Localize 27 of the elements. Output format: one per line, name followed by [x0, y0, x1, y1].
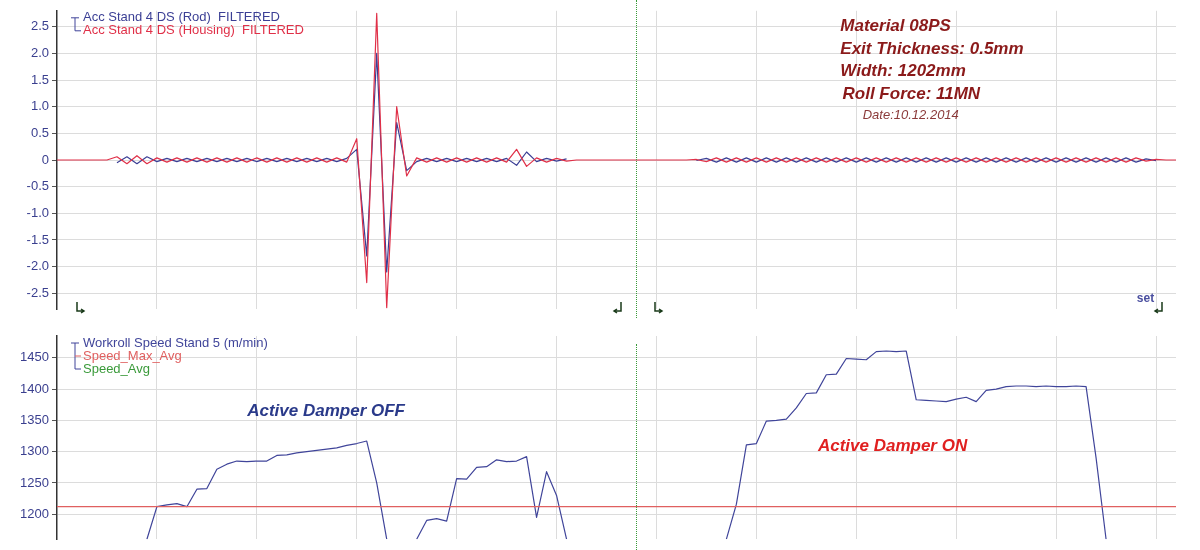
annotation: Date:10.12.2014 — [862, 107, 959, 123]
y-tick-label: -0.5 — [26, 178, 49, 194]
y-tick-label: 1450 — [20, 349, 49, 365]
annotation: Material 08PS — [840, 16, 952, 36]
annotation: Roll Force: 11MN — [842, 83, 981, 103]
annotation: set — [1136, 291, 1155, 306]
y-tick-label: 0.5 — [30, 124, 49, 140]
y-tick-label: -1.0 — [26, 204, 49, 220]
y-tick-label: 2.0 — [30, 45, 49, 61]
legend-label: Acc Stand 4 DS (Rod) FILTERED — [83, 9, 280, 25]
y-tick-label: 1350 — [20, 411, 49, 427]
y-tick-label: 0 — [41, 151, 49, 167]
y-tick-label: 1300 — [20, 443, 49, 459]
annotation: Exit Thickness: 0.5mm — [840, 38, 1024, 58]
y-tick-label: -1.5 — [26, 231, 49, 247]
y-tick-label: -2.0 — [26, 258, 49, 274]
annotation: Active Damper ON — [816, 435, 968, 455]
annotation: Active Damper OFF — [246, 401, 406, 421]
annotation: Width: 1202mm — [840, 61, 966, 81]
legend-label: Workroll Speed Stand 5 (m/min) — [83, 334, 268, 350]
y-tick-label: -2.5 — [26, 284, 49, 300]
y-tick-label: 1400 — [20, 380, 49, 396]
y-tick-label: 2.5 — [30, 18, 49, 34]
y-tick-label: 1250 — [20, 474, 49, 490]
y-tick-label: 1.5 — [30, 71, 49, 87]
y-tick-label: 1200 — [20, 505, 49, 521]
y-tick-label: 1.0 — [30, 98, 49, 114]
